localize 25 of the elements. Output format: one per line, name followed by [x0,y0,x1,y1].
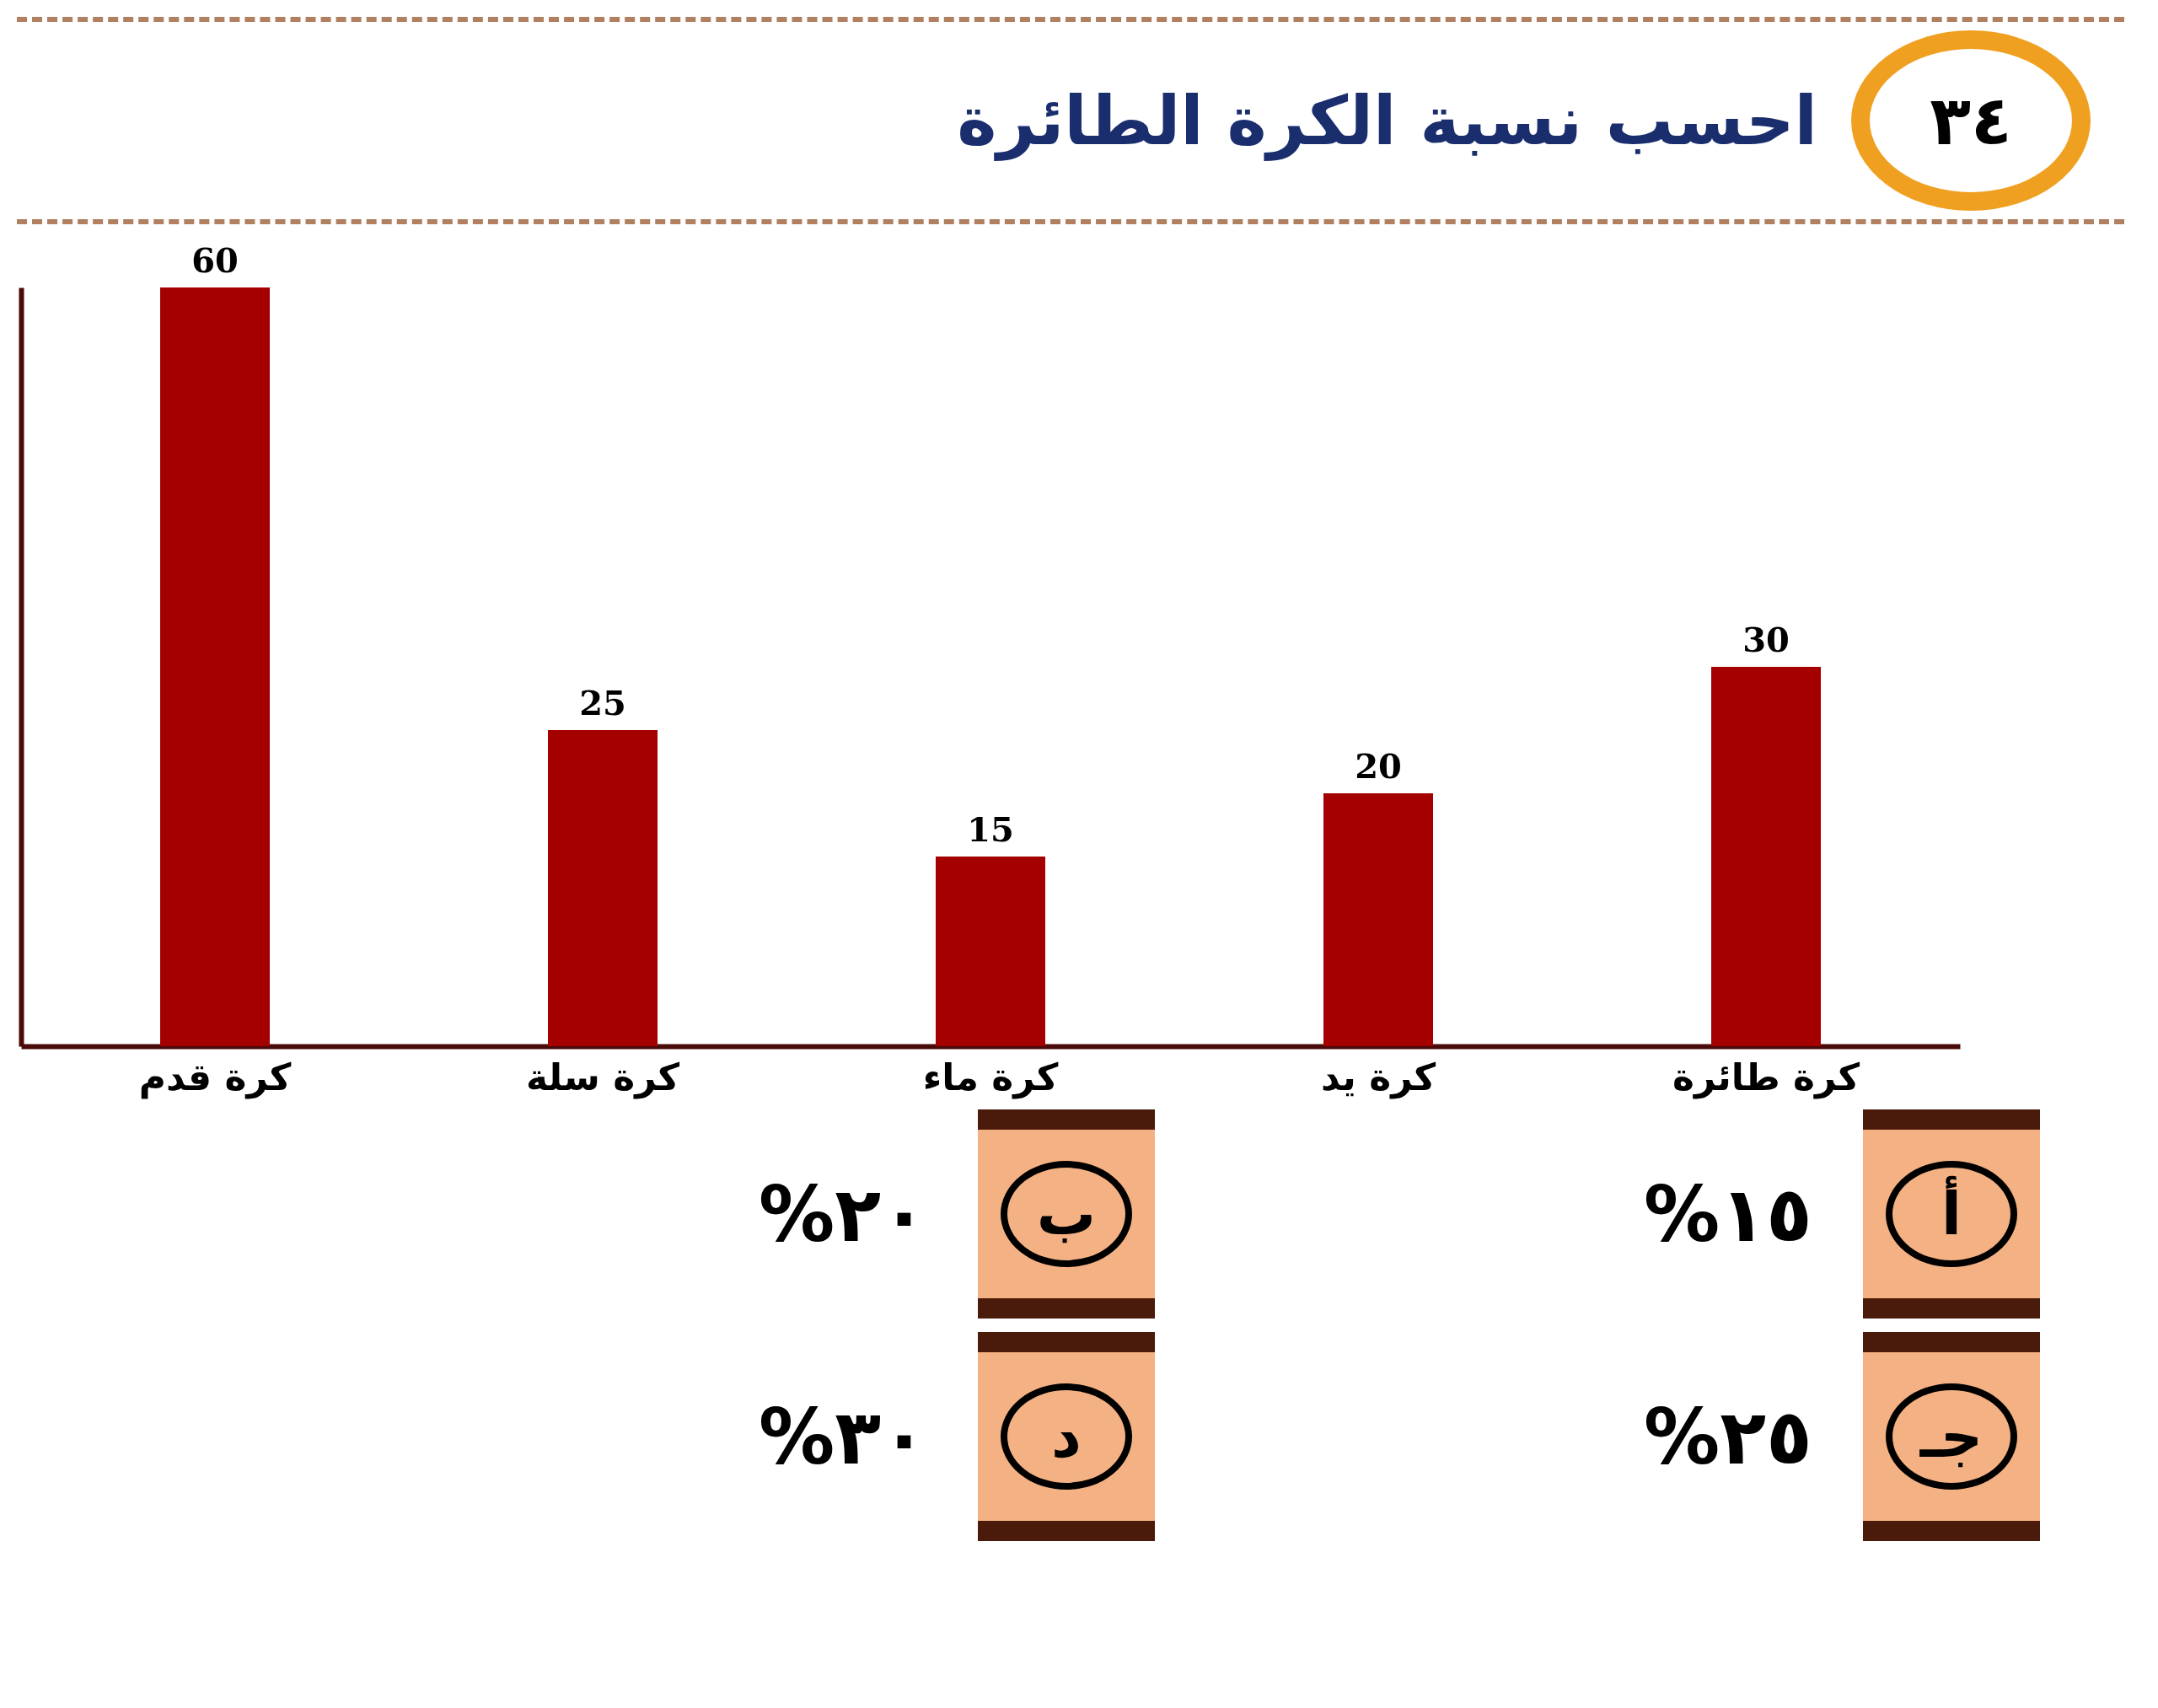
text: ٢٠% [758,1169,927,1259]
bar [1323,793,1433,1046]
bar [548,730,658,1046]
bar [160,287,270,1046]
answer-key-box: ب [978,1109,1155,1319]
text: ١٥% [1643,1169,1812,1259]
data-label: 15 [967,809,1014,849]
x-tick-label: كرة طائرة [1672,1055,1860,1099]
x-tick-label: كرة يد [1320,1055,1436,1099]
bar [936,857,1045,1046]
data-label: 25 [579,683,626,722]
x-tick-label: كرة سلة [525,1055,680,1099]
answer-key-box: د [978,1332,1155,1541]
chart-title: احسب نسبة الكرة الطائرة [957,81,1817,160]
x-tick-label: كرة ماء [922,1055,1059,1099]
data-label: 20 [1355,746,1402,786]
text: ٣٠% [758,1392,927,1481]
number-badge-icon: ٣٤ [1851,30,2091,211]
bar [1711,667,1821,1046]
answer-key-box: جـ [1863,1332,2040,1541]
data-label: 60 [191,240,239,280]
data-label: 30 [1742,620,1790,659]
answer-key-box: أ [1863,1109,2040,1319]
text: ٢٥% [1643,1392,1812,1481]
x-tick-label: كرة قدم [138,1055,292,1099]
